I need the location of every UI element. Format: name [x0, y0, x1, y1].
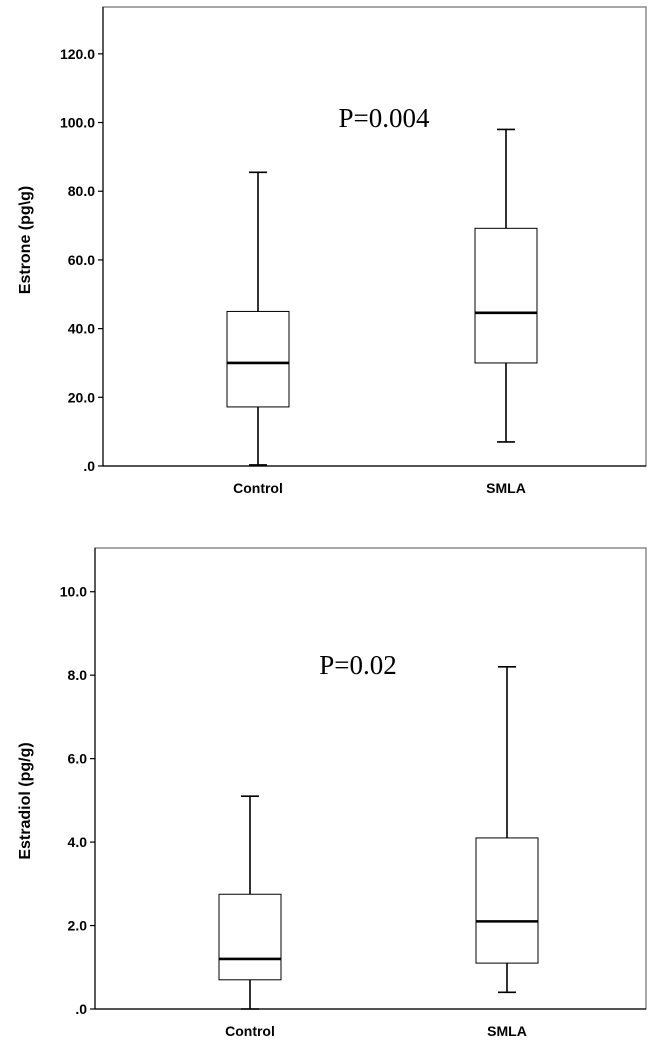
- y-tick-label: 40.0: [68, 321, 95, 337]
- y-tick-label: 10.0: [60, 584, 87, 600]
- estrone-chart: Estrone (pg\g) P=0.004 .0 20.0 40.0 60.0 80.…: [17, 6, 647, 496]
- box-smla: [475, 666, 539, 994]
- y-tick-label: 80.0: [68, 183, 95, 199]
- iqr-box: [226, 310, 290, 408]
- x-tick-label: SMLA: [487, 1023, 527, 1039]
- x-tick-label: SMLA: [486, 480, 526, 496]
- box-control: [218, 795, 282, 1010]
- y-tick-label: 2.0: [68, 918, 88, 934]
- box-series: [226, 128, 538, 466]
- y-tick-label: 8.0: [68, 667, 88, 683]
- y-ticks: .0 20.0 40.0 60.0 80.0 100.0 120.0: [60, 46, 103, 474]
- y-tick-label: .0: [75, 1001, 87, 1017]
- x-tick-label: Control: [225, 1023, 275, 1039]
- estradiol-chart: Estradiol (pg/g) P=0.02 .0 2.0 4.0 6.0 8.0 10…: [17, 547, 647, 1039]
- iqr-box: [218, 893, 282, 981]
- iqr-box: [475, 837, 539, 964]
- y-tick-label: 4.0: [68, 834, 88, 850]
- y-axis-label: Estrone (pg\g): [17, 186, 34, 294]
- box-series: [218, 666, 539, 1010]
- y-tick-label: 6.0: [68, 751, 88, 767]
- p-value-annotation: P=0.02: [319, 650, 397, 680]
- y-tick-label: 100.0: [60, 115, 95, 131]
- iqr-box: [474, 227, 538, 364]
- box-smla: [474, 128, 538, 443]
- y-tick-label: .0: [83, 458, 95, 474]
- y-ticks: .0 2.0 4.0 6.0 8.0 10.0: [60, 584, 95, 1017]
- y-tick-label: 60.0: [68, 252, 95, 268]
- plot-frame: [102, 6, 647, 467]
- x-tick-labels: Control SMLA: [225, 1023, 527, 1039]
- box-control: [226, 171, 290, 466]
- y-tick-label: 120.0: [60, 46, 95, 62]
- x-tick-label: Control: [233, 480, 283, 496]
- y-axis-label: Estradiol (pg/g): [17, 742, 34, 859]
- x-tick-labels: Control SMLA: [233, 480, 526, 496]
- y-tick-label: 20.0: [68, 389, 95, 405]
- p-value-annotation: P=0.004: [339, 103, 430, 133]
- plot-frame: [94, 547, 647, 1010]
